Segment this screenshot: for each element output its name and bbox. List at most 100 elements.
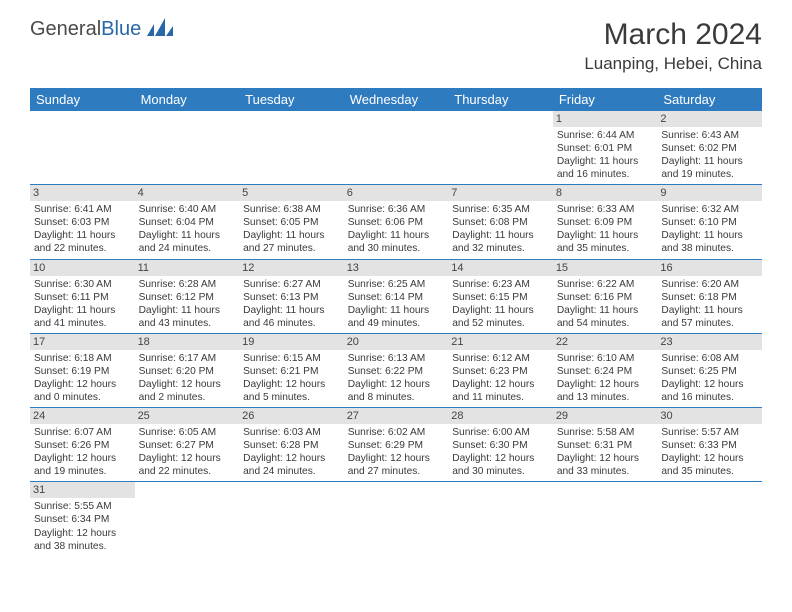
daylight-text: and 46 minutes. [243,317,340,330]
sunset-text: Sunset: 6:24 PM [557,365,654,378]
day-number: 14 [448,260,553,276]
day-number: 23 [657,334,762,350]
daylight-text: and 38 minutes. [34,540,131,553]
calendar-week-row: 31Sunrise: 5:55 AMSunset: 6:34 PMDayligh… [30,482,762,556]
day-header: Friday [553,88,658,111]
daylight-text: and 41 minutes. [34,317,131,330]
calendar-day-cell: 16Sunrise: 6:20 AMSunset: 6:18 PMDayligh… [657,259,762,333]
sunset-text: Sunset: 6:31 PM [557,439,654,452]
day-number: 5 [239,185,344,201]
calendar-day-cell: 20Sunrise: 6:13 AMSunset: 6:22 PMDayligh… [344,333,449,407]
daylight-text: and 30 minutes. [452,465,549,478]
daylight-text: Daylight: 12 hours [557,378,654,391]
day-number [239,482,344,498]
daylight-text: and 35 minutes. [557,242,654,255]
sunset-text: Sunset: 6:06 PM [348,216,445,229]
daylight-text: and 43 minutes. [139,317,236,330]
daylight-text: Daylight: 11 hours [557,229,654,242]
calendar-day-cell: 17Sunrise: 6:18 AMSunset: 6:19 PMDayligh… [30,333,135,407]
day-number: 7 [448,185,553,201]
sunrise-text: Sunrise: 6:23 AM [452,278,549,291]
day-number: 21 [448,334,553,350]
daylight-text: Daylight: 12 hours [452,378,549,391]
day-number [135,111,240,127]
daylight-text: and 35 minutes. [661,465,758,478]
daylight-text: and 27 minutes. [348,465,445,478]
calendar-day-cell: 28Sunrise: 6:00 AMSunset: 6:30 PMDayligh… [448,408,553,482]
calendar-day-cell: 27Sunrise: 6:02 AMSunset: 6:29 PMDayligh… [344,408,449,482]
day-number: 30 [657,408,762,424]
sunset-text: Sunset: 6:25 PM [661,365,758,378]
day-number [344,482,449,498]
calendar-day-cell [239,482,344,556]
sunrise-text: Sunrise: 6:05 AM [139,426,236,439]
calendar-day-cell: 31Sunrise: 5:55 AMSunset: 6:34 PMDayligh… [30,482,135,556]
calendar-day-cell: 5Sunrise: 6:38 AMSunset: 6:05 PMDaylight… [239,185,344,259]
calendar-day-cell [657,482,762,556]
daylight-text: and 22 minutes. [139,465,236,478]
calendar-day-cell: 29Sunrise: 5:58 AMSunset: 6:31 PMDayligh… [553,408,658,482]
sunrise-text: Sunrise: 6:18 AM [34,352,131,365]
sunrise-text: Sunrise: 6:40 AM [139,203,236,216]
logo-text-general: General [30,18,101,41]
daylight-text: and 2 minutes. [139,391,236,404]
daylight-text: Daylight: 12 hours [34,527,131,540]
calendar-day-cell [344,482,449,556]
daylight-text: Daylight: 11 hours [34,304,131,317]
calendar-day-cell [448,111,553,185]
daylight-text: Daylight: 12 hours [139,378,236,391]
sunset-text: Sunset: 6:11 PM [34,291,131,304]
daylight-text: Daylight: 11 hours [243,304,340,317]
sunrise-text: Sunrise: 5:58 AM [557,426,654,439]
sunrise-text: Sunrise: 6:02 AM [348,426,445,439]
daylight-text: Daylight: 11 hours [243,229,340,242]
calendar-day-cell: 24Sunrise: 6:07 AMSunset: 6:26 PMDayligh… [30,408,135,482]
calendar-day-cell: 26Sunrise: 6:03 AMSunset: 6:28 PMDayligh… [239,408,344,482]
sunset-text: Sunset: 6:30 PM [452,439,549,452]
calendar-week-row: 17 Sunrise: 6:18 AMSunset: 6:19 PM Dayligh… [30,333,762,407]
daylight-text: Daylight: 12 hours [661,378,758,391]
day-header: Monday [135,88,240,111]
sunrise-text: Sunrise: 6:36 AM [348,203,445,216]
calendar-day-cell: 23Sunrise: 6:08 AMSunset: 6:25 PMDayligh… [657,333,762,407]
calendar-day-cell: 8Sunrise: 6:33 AMSunset: 6:09 PMDaylight… [553,185,658,259]
sunrise-text: Sunrise: 6:10 AM [557,352,654,365]
calendar-day-cell: 4Sunrise: 6:40 AMSunset: 6:04 PMDaylight… [135,185,240,259]
title-block: March 2024 Luanping, Hebei, China [584,18,762,74]
daylight-text: Daylight: 12 hours [348,452,445,465]
sunrise-text: Sunrise: 6:20 AM [661,278,758,291]
sunset-text: Sunset: 6:34 PM [34,513,131,526]
calendar-day-cell: 19Sunrise: 6:15 AMSunset: 6:21 PMDayligh… [239,333,344,407]
day-number: 4 [135,185,240,201]
day-header: Thursday [448,88,553,111]
day-number: 8 [553,185,658,201]
daylight-text: Daylight: 11 hours [348,229,445,242]
sunset-text: Sunset: 6:03 PM [34,216,131,229]
sunset-text: Sunset: 6:19 PM [34,365,131,378]
sunset-text: Sunset: 6:23 PM [452,365,549,378]
day-number: 12 [239,260,344,276]
day-number [657,482,762,498]
sunrise-text: Sunrise: 6:43 AM [661,129,758,142]
day-number: 17 [30,334,135,350]
daylight-text: and 16 minutes. [557,168,654,181]
daylight-text: Daylight: 11 hours [661,229,758,242]
calendar-week-row: 24Sunrise: 6:07 AMSunset: 6:26 PMDayligh… [30,408,762,482]
calendar-day-cell [344,111,449,185]
daylight-text: and 0 minutes. [34,391,131,404]
daylight-text: Daylight: 12 hours [661,452,758,465]
daylight-text: Daylight: 12 hours [557,452,654,465]
daylight-text: and 8 minutes. [348,391,445,404]
daylight-text: and 5 minutes. [243,391,340,404]
daylight-text: and 13 minutes. [557,391,654,404]
day-number: 9 [657,185,762,201]
sunset-text: Sunset: 6:15 PM [452,291,549,304]
calendar-day-cell: 6 Sunrise: 6:36 AMSunset: 6:06 PMDaylight… [344,185,449,259]
calendar-week-row: 10Sunrise: 6:30 AMSunset: 6:11 PMDayligh… [30,259,762,333]
daylight-text: and 19 minutes. [661,168,758,181]
daylight-text: Daylight: 11 hours [348,304,445,317]
calendar-day-cell: 30Sunrise: 5:57 AMSunset: 6:33 PMDayligh… [657,408,762,482]
day-number: 6 [344,185,449,201]
sunset-text: Sunset: 6:09 PM [557,216,654,229]
daylight-text: and 32 minutes. [452,242,549,255]
